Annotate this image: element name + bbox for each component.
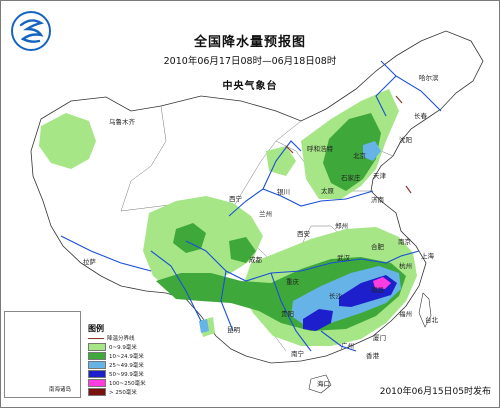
legend-label: > 250毫米	[109, 390, 137, 396]
city-beijing: 北京	[353, 152, 366, 160]
legend-inset-box	[4, 311, 81, 398]
legend-item: 0~9.9毫米	[88, 343, 137, 351]
city-chongqing: 重庆	[286, 278, 299, 286]
taiwan-land	[418, 292, 432, 328]
legend-item: 25~49.9毫米	[88, 361, 144, 369]
city-chengdu: 成都	[249, 256, 262, 264]
city-hangzhou: 杭州	[399, 262, 412, 270]
legend-label: 50~99.9毫米	[109, 372, 144, 378]
city-nanning: 南宁	[291, 350, 304, 358]
city-guiyang: 贵阳	[281, 310, 294, 318]
cooling-line-marks	[285, 95, 412, 194]
map-title: 全国降水量预报图	[193, 35, 306, 50]
city-shijiazhuang: 石家庄	[341, 174, 361, 182]
cma-logo-icon	[11, 11, 51, 51]
city-zhengzhou: 郑州	[335, 222, 348, 230]
city-changchun: 长春	[414, 112, 427, 120]
legend-swatch	[88, 343, 106, 351]
city-urumqi: 乌鲁木齐	[109, 118, 135, 126]
city-kunming: 昆明	[227, 326, 240, 334]
city-guangzhou: 广州	[341, 342, 354, 350]
rain-100-250	[373, 277, 391, 289]
legend-item: 50~99.9毫米	[88, 370, 144, 378]
legend-swatch	[88, 337, 104, 339]
legend-swatch	[88, 352, 106, 360]
city-nanjing: 南京	[398, 238, 411, 246]
forecast-period: 2010年06月17日08时—06月18日08时	[163, 56, 337, 67]
city-harbin: 哈尔滨	[419, 74, 439, 82]
city-taiyuan: 太原	[321, 187, 334, 195]
city-changsha: 长沙	[329, 292, 342, 300]
legend-item: 降温分界线	[88, 334, 135, 342]
city-jinan: 济南	[371, 196, 384, 204]
city-yinchuan: 银川	[277, 188, 290, 196]
city-hongkong: 香港	[366, 352, 379, 360]
legend-swatch	[88, 361, 106, 369]
legend-label: 降温分界线	[107, 336, 135, 342]
city-lhasa: 拉萨	[83, 258, 96, 266]
city-wuhan: 武汉	[337, 254, 350, 262]
legend-label: 25~49.9毫米	[109, 363, 144, 369]
city-fuzhou: 福州	[399, 310, 412, 318]
legend-item: 100~250毫米	[88, 379, 146, 387]
city-nanchang: 南昌	[371, 286, 384, 294]
release-time: 2010年06月15日05时发布	[379, 387, 491, 397]
city-tianjin: 天津	[373, 172, 386, 180]
hainan-land	[308, 374, 332, 394]
legend-swatch	[88, 370, 106, 378]
legend-label: 0~9.9毫米	[109, 345, 137, 351]
legend-label: 100~250毫米	[109, 381, 146, 387]
city-shanghai: 上海	[421, 252, 434, 260]
city-xining: 西宁	[229, 195, 242, 203]
city-lanzhou: 兰州	[259, 210, 272, 218]
inset-label: 南海诸岛	[49, 387, 72, 393]
legend-title: 图例	[88, 324, 104, 333]
city-hefei: 合肥	[371, 243, 384, 251]
city-haikou: 海口	[317, 380, 330, 388]
legend-swatch	[88, 379, 106, 387]
city-shenyang: 沈阳	[399, 136, 412, 144]
legend-swatch	[88, 388, 106, 396]
rivers	[60, 60, 442, 352]
city-xian: 西安	[297, 230, 310, 238]
legend-label: 10~24.9毫米	[109, 354, 144, 360]
legend-item: > 250毫米	[88, 388, 137, 396]
city-taipei: 台北	[425, 316, 438, 324]
city-xiamen: 厦门	[373, 334, 386, 342]
agency-name: 中央气象台	[222, 81, 278, 92]
city-hohhot: 呼和浩特	[307, 145, 333, 153]
legend-item: 10~24.9毫米	[88, 352, 144, 360]
